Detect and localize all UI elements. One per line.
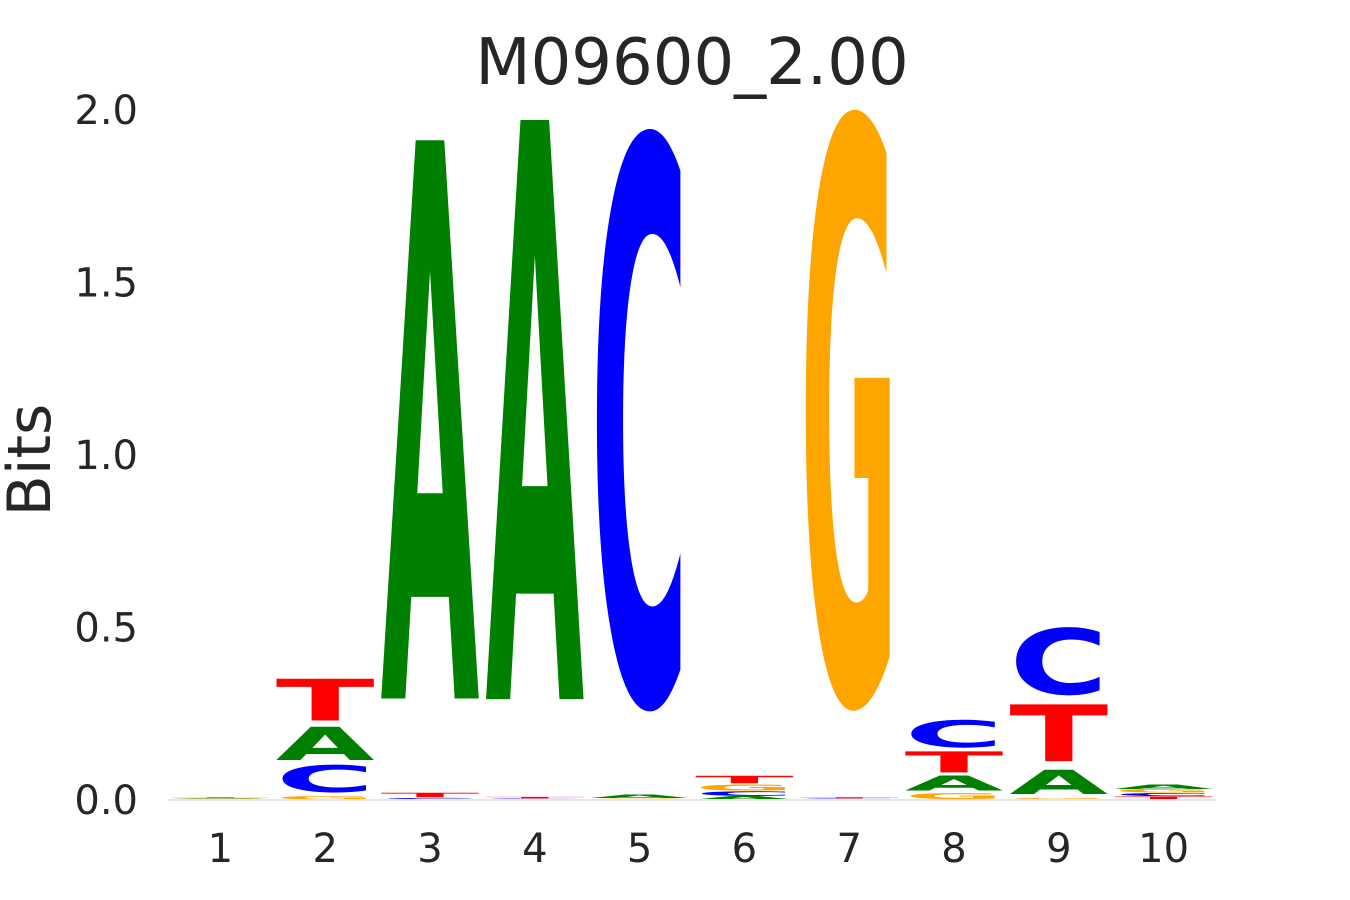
logo-letter-a: A [695, 796, 794, 801]
logo-letter-a: A [590, 794, 689, 799]
x-tick-label: 2 [312, 826, 337, 872]
x-tick-label: 1 [208, 826, 233, 872]
logo-letter-g: G [695, 783, 794, 793]
x-tick-label: 8 [941, 826, 966, 872]
y-axis: 0.0 0.5 1.0 1.5 2.0 [74, 88, 138, 824]
logo-letter-a: A [381, 0, 481, 880]
x-axis: 1 2 3 4 5 6 7 8 9 10 [208, 826, 1189, 872]
y-axis-label: Bits [0, 404, 65, 517]
logo-letter-a: A [1114, 783, 1213, 790]
logo-letter-g: G [905, 792, 1004, 802]
logo-letter-c: C [1009, 611, 1108, 716]
logo-letter-a: A [1009, 764, 1108, 802]
logo-letter-t: T [276, 667, 375, 734]
logo-letter-t: T [1009, 689, 1108, 779]
y-tick-label: 0.5 [74, 606, 138, 652]
logo-letter-g: G [800, 0, 899, 888]
logo-letter-t: T [905, 746, 1004, 780]
x-tick-label: 7 [836, 826, 861, 872]
logo-letter-t: T [381, 792, 480, 799]
logo-letter-t: T [800, 797, 899, 799]
logo-letters: CAGTGCATGCTAGCTATGACACGTACTGGATCGATCTCGA [171, 0, 1213, 888]
x-tick-label: 3 [417, 826, 442, 872]
x-tick-label: 6 [732, 826, 757, 872]
logo-letter-a: A [485, 0, 585, 888]
logo-letter-g: G [1114, 789, 1213, 794]
logo-letter-c: C [485, 798, 584, 799]
logo-letter-g: G [276, 796, 375, 801]
logo-letter-c: C [381, 798, 480, 799]
logo-letter-c: C [695, 790, 794, 797]
logo-letter-c: C [905, 713, 1004, 756]
logo-letter-c: C [800, 798, 899, 799]
x-tick-label: 9 [1046, 826, 1071, 872]
logo-letter-a: A [905, 772, 1004, 796]
x-tick-label: 10 [1138, 826, 1189, 872]
logo-letter-t: T [171, 797, 270, 798]
logo-letter-c: C [276, 758, 375, 801]
x-tick-label: 4 [522, 826, 547, 872]
logo-letter-g: G [590, 798, 689, 799]
y-tick-label: 2.0 [74, 88, 138, 134]
logo-letter-t: T [695, 774, 794, 786]
logo-letter-t: T [1114, 796, 1213, 801]
logo-letter-a: A [171, 798, 270, 799]
y-tick-label: 1.0 [74, 433, 138, 479]
y-tick-label: 0.0 [74, 778, 138, 824]
logo-letter-c: C [1114, 792, 1213, 797]
logo-letter-a: A [276, 718, 375, 771]
chart-title: M09600_2.00 [475, 26, 908, 100]
logo-letter-t: T [485, 796, 584, 798]
logo-letter-c: C [590, 0, 689, 883]
x-tick-label: 5 [627, 826, 652, 872]
logo-letter-g: G [171, 798, 270, 799]
y-tick-label: 1.5 [74, 261, 138, 307]
